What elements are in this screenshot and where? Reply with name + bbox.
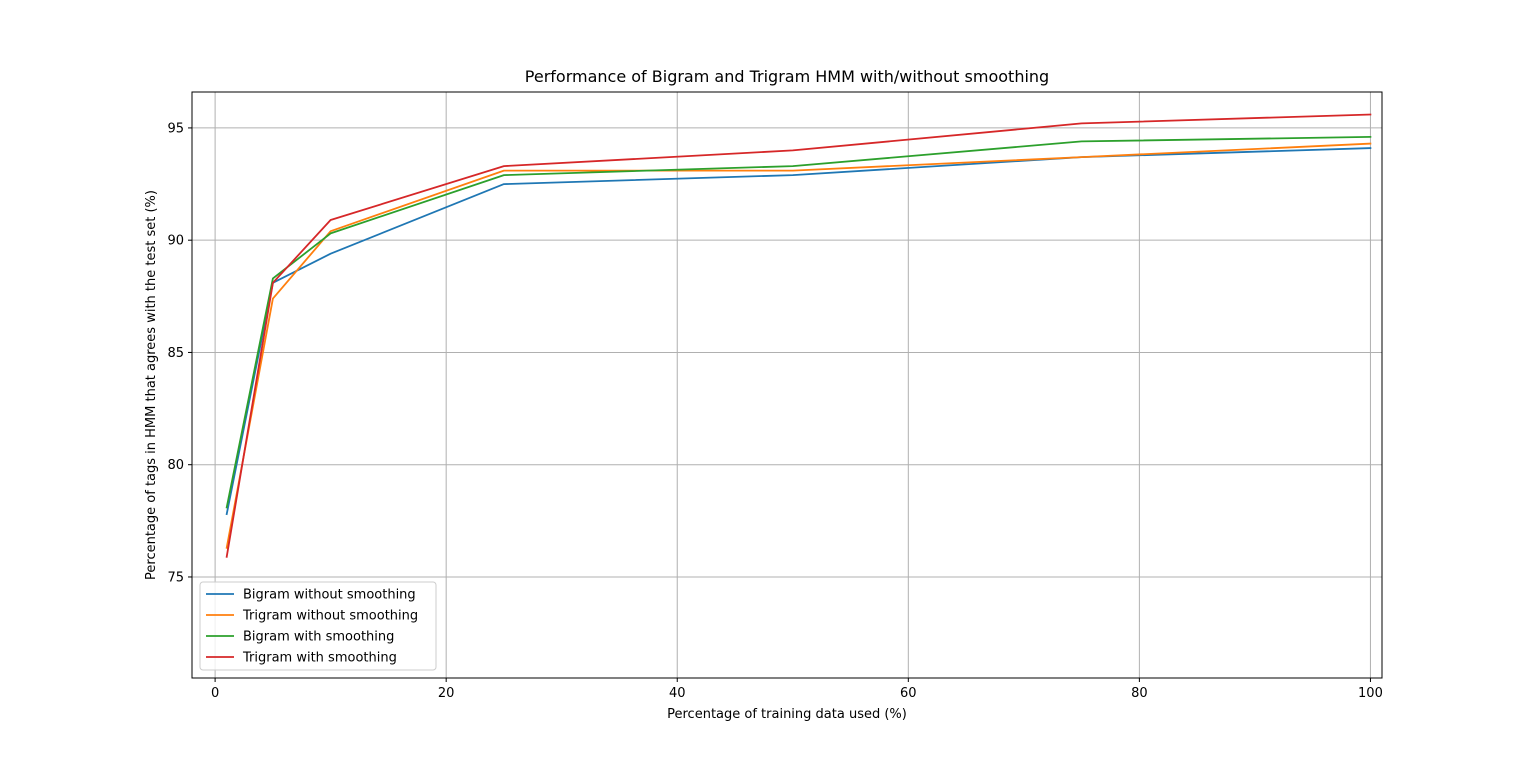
legend-label: Bigram with smoothing — [243, 630, 394, 645]
legend: Bigram without smoothing Trigram without … — [199, 581, 437, 671]
legend-label: Bigram without smoothing — [243, 588, 416, 603]
series-line-3 — [225, 135, 1372, 509]
series-line-2 — [225, 142, 1372, 549]
y-tick-label: 95 — [167, 121, 184, 136]
legend-label: Trigram with smoothing — [242, 651, 397, 666]
x-tick-label: 80 — [1131, 686, 1148, 701]
x-tick-label: 100 — [1358, 686, 1383, 701]
grid — [192, 92, 1382, 678]
y-tick-label: 90 — [167, 234, 184, 249]
y-tick-label: 80 — [167, 458, 184, 473]
legend-box — [199, 581, 437, 671]
x-tick-label: 0 — [211, 686, 219, 701]
chart-title: Performance of Bigram and Trigram HMM wi… — [525, 67, 1049, 86]
legend-label: Trigram without smoothing — [242, 609, 418, 624]
x-tick-label: 60 — [900, 686, 917, 701]
x-axis-label: Percentage of training data used (%) — [667, 707, 907, 722]
y-tick-label: 75 — [167, 570, 184, 585]
plot-frame — [191, 91, 1383, 679]
x-tick-label: 20 — [438, 686, 455, 701]
x-tick-label: 40 — [669, 686, 686, 701]
y-tick-label: 85 — [167, 346, 184, 361]
y-axis-label: Percentage of tags in HMM that agrees wi… — [144, 190, 159, 580]
axis-ticks: 0 20 40 60 80 100 75 80 85 90 95 — [167, 121, 1382, 701]
series-line-4 — [225, 113, 1372, 558]
series-lines — [225, 113, 1372, 558]
